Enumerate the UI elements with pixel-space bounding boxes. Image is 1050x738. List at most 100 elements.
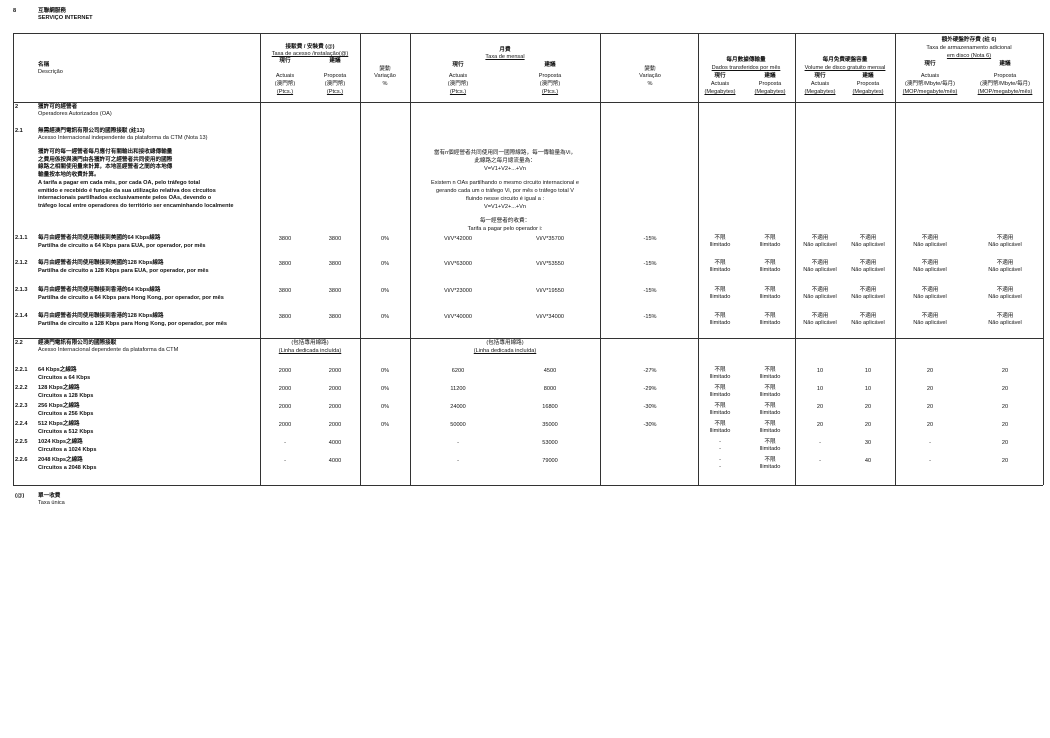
header-data_transfer-proposed-zh: 建議 [764, 73, 776, 79]
cell-value: 3800 [328, 236, 342, 242]
note-pt: emitido e recebido é função da sua utili… [38, 187, 216, 194]
cell-value: 2000 [328, 368, 342, 374]
header-description-zh: 名稱 [38, 62, 50, 68]
cell-zh: 不適用 [811, 287, 829, 293]
header-disk_volume-actual-zh: 現行 [814, 73, 826, 79]
cell-value: 3800 [278, 288, 292, 294]
cell-zh: 不限 [714, 403, 726, 409]
cell-value: 20 [1001, 404, 1009, 410]
cell-zh: 不適用 [921, 260, 939, 266]
row-title-pt: Circuitos a 2048 Kbps [38, 464, 97, 471]
row-title-pt: Circuitos a 128 Kbps [38, 392, 94, 399]
row-number: 2.1.3 [15, 287, 28, 293]
group-title-zh: 經澳門電訊有限公司的國際接駁 [38, 340, 117, 346]
cell-value: 0% [380, 261, 390, 267]
cell-pt: Não aplicável [913, 267, 947, 273]
cell-zh: 不限 [714, 421, 726, 427]
cell-value: 10 [816, 368, 824, 374]
cell-value: 79000 [542, 458, 558, 464]
cell-value: 2000 [328, 422, 342, 428]
group-number: 2.2 [15, 340, 23, 346]
cell-value: 16800 [542, 404, 558, 410]
row-title-zh: 2048 Kbps之線路 [38, 457, 83, 463]
row-title-zh: 512 Kbps之線路 [38, 421, 80, 427]
row-title-zh: 1024 Kbps之線路 [38, 439, 83, 445]
cell-zh: 不限 [764, 403, 776, 409]
cell-value: 20 [864, 422, 872, 428]
header-extra-actual-zh: 現行 [924, 61, 936, 67]
cell-zh: 不限 [714, 287, 726, 293]
section-title-pt: SERVIÇO INTERNET [38, 15, 93, 21]
cell-pt: Não aplicável [988, 294, 1022, 300]
cell-pt: Ilimitado [759, 464, 781, 470]
cell-value: - [929, 458, 931, 464]
cell-pt: Ilimitado [709, 294, 731, 300]
cell-value: 3800 [328, 314, 342, 320]
cell-value: 2000 [278, 368, 292, 374]
cell-pt: Ilimitado [709, 374, 731, 380]
cell-value: 20 [1001, 368, 1009, 374]
cell-value: 2000 [328, 404, 342, 410]
header-extra-actual-pt: Actuais [920, 73, 940, 79]
table-rule [13, 338, 1043, 339]
cell-zh: 不適用 [996, 235, 1014, 241]
cell-value: Vi/V*19550 [536, 288, 564, 294]
cell-value: 0% [380, 386, 390, 392]
header-variation-unit: % [382, 81, 388, 87]
cell-pt: Ilimitado [759, 320, 781, 326]
cell-value: -15% [643, 261, 657, 267]
cell-zh: 不適用 [859, 235, 877, 241]
header-extra-unit-zh: (澳門幣/Mbyte/每月) [904, 81, 956, 87]
cell-value: Vi/V*63000 [444, 261, 472, 267]
cell-value: - [929, 440, 931, 446]
cell-zh: 不限 [764, 287, 776, 293]
column-rule [410, 33, 411, 485]
header-installation-pt: Taxa de acesso /instalação(@) [271, 51, 349, 57]
row-number: 2.1.1 [15, 235, 28, 241]
group-title-zh: 獲許可的經營者 [38, 104, 78, 110]
note-zh: 線路之相關使用量來計算，本地區經營者之間的本地傳 [38, 164, 173, 170]
column-rule [795, 33, 796, 485]
cell-value: 4500 [543, 368, 557, 374]
column-rule [600, 33, 601, 485]
cell-value: - [457, 440, 459, 446]
cell-value: Vi/V*53550 [536, 261, 564, 267]
header-data_transfer-actual-pt: Actuais [710, 81, 730, 87]
cell-pt: Não aplicável [913, 294, 947, 300]
row-title-pt: Partilha de circuito a 64 Kbps para EUA,… [38, 243, 206, 249]
cell-zh: 不限 [714, 367, 726, 373]
cell-zh: 不適用 [811, 260, 829, 266]
cell-value: Vi/V*42000 [444, 236, 472, 242]
table-rule [13, 102, 1043, 103]
header-mon-proposed-zh: 建議 [544, 62, 556, 68]
header-extra-unit-zh: (澳門幣/Mbyte/每月) [979, 81, 1031, 87]
note-pt: internacionais partilhados exclusivament… [38, 195, 212, 201]
row-title-zh: 256 Kbps之線路 [38, 403, 80, 409]
note-zh: 之費用係按與澳門由各獲許可之經營者共同使用的國際 [38, 156, 173, 163]
cell-value: 2000 [278, 386, 292, 392]
cell-value: 10 [864, 386, 872, 392]
column-rule [698, 33, 699, 485]
header-mon-actual-zh: 現行 [452, 62, 464, 68]
row-number: 2.2.5 [15, 439, 28, 445]
cell-value: 40 [864, 458, 872, 464]
cell-value: 0% [380, 422, 390, 428]
cell-value: 20 [926, 386, 934, 392]
header-mon-unit-zh: (澳門幣) [539, 81, 561, 87]
header-data_transfer-actual-zh: 現行 [714, 73, 726, 79]
formula-zh: 當有n個經營者共同使用同一國際線路，每一傳輸量為Vi， [433, 150, 577, 156]
formula-pt: V=V1+V2+...+Vn [484, 204, 526, 210]
cell-pt: Ilimitado [709, 320, 731, 326]
group-title-pt: Operadores Autorizados (OA) [38, 111, 112, 117]
cell-zh: 不適用 [921, 287, 939, 293]
cell-value: 4000 [328, 458, 342, 464]
cell-pt: Não aplicável [988, 242, 1022, 248]
table-rule [13, 485, 1043, 486]
cell-pt: Não aplicável [803, 320, 837, 326]
cell-pt: Ilimitado [709, 242, 731, 248]
header-disk_volume-unit: (Megabytes) [804, 89, 836, 95]
cell-value: -29% [643, 386, 657, 392]
cell-pt: Não aplicável [851, 242, 885, 248]
header-inst-actual-pt: Actuais [275, 73, 295, 79]
